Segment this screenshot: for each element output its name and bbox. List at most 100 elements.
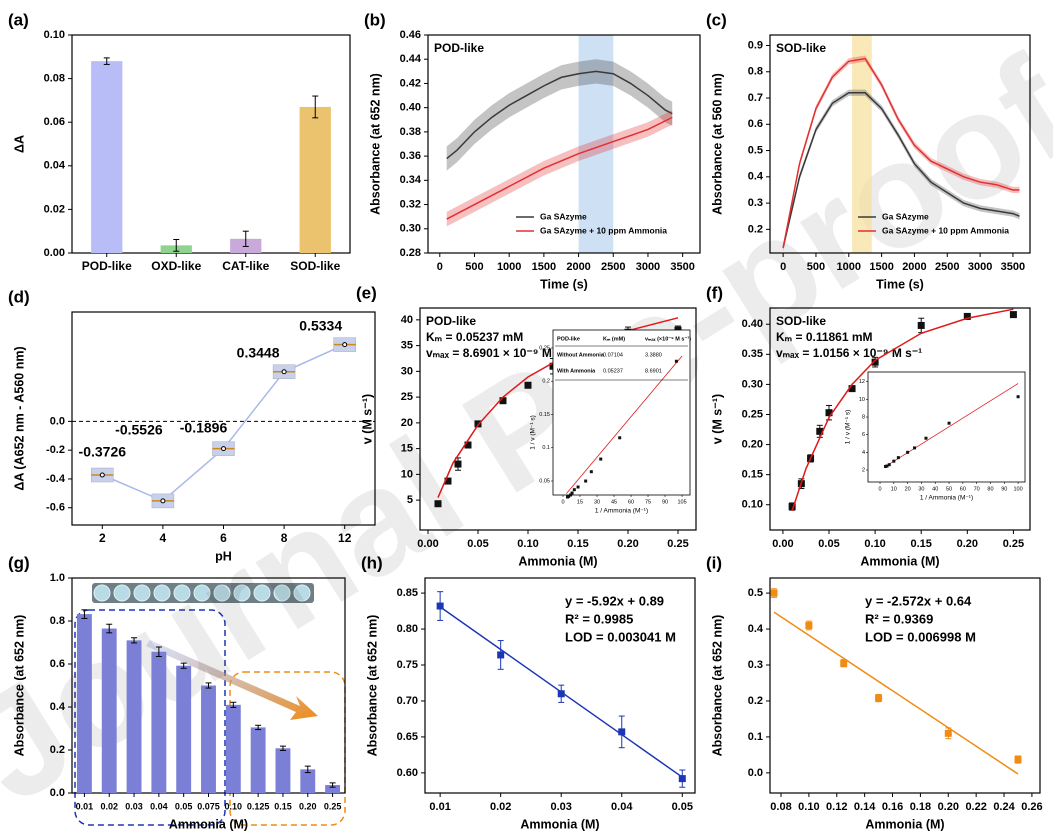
x-tick-label: 0.18 xyxy=(910,801,931,813)
x-tick-label: 0.01 xyxy=(76,801,94,811)
y-tick-label: 0.8 xyxy=(50,615,65,627)
data-point xyxy=(436,602,444,610)
x-tick-label: 0.10 xyxy=(798,801,819,813)
inset-y-tick-label: 8 xyxy=(862,414,865,420)
data-point xyxy=(99,472,105,478)
annotation: Kₘ = 0.11861 mM xyxy=(776,330,873,344)
inset-x-tick-label: 30 xyxy=(918,486,924,492)
panel: 0.2 0.3 0.4 0.5 0.6 0.7 0.8 0.9 0 500 1000 1500 2000… xyxy=(706,10,1031,291)
x-tick-label: 0.00 xyxy=(772,538,793,550)
x-axis-label: Ammonia (M) xyxy=(860,554,939,568)
y-tick-label: 0.0 xyxy=(748,767,763,779)
data-label: -0.1896 xyxy=(180,419,228,435)
x-tick-label: 0.12 xyxy=(826,801,847,813)
y-tick-label: 0.4 xyxy=(748,171,764,183)
y-tick-label: 0.80 xyxy=(397,623,418,635)
inset-x-tick-label: 40 xyxy=(932,486,938,492)
annotation: vₘₐₓ = 8.6901 × 10⁻⁹ M s⁻¹ xyxy=(426,346,572,360)
y-tick-label: 0.7 xyxy=(748,92,763,104)
inset-point xyxy=(674,359,678,363)
y-axis-label: Absorbance (at 652 nm) xyxy=(710,615,724,757)
x-tick-label: 1000 xyxy=(837,261,861,273)
y-axis-label: v (M s⁻¹) xyxy=(710,394,724,444)
table-header: Kₘ (mM) xyxy=(603,336,625,342)
y-tick-label: 0.32 xyxy=(400,198,421,210)
y-tick-label: 5 xyxy=(407,494,413,506)
y-axis-label: Absorbance (at 652 nm) xyxy=(12,615,26,757)
data-point xyxy=(464,441,472,449)
inset-frame xyxy=(867,371,1026,483)
x-tick-label: 0.15 xyxy=(910,538,931,550)
x-tick-label: 0.16 xyxy=(882,801,903,813)
y-tick-label: 0.40 xyxy=(742,318,763,330)
x-tick-label: 4 xyxy=(160,531,167,545)
x-tick-label: 0.075 xyxy=(197,801,220,811)
panel-label: (f) xyxy=(706,283,723,302)
x-tick-label: 2000 xyxy=(566,261,590,273)
data-point xyxy=(788,503,796,511)
inset-point xyxy=(906,450,910,454)
inset-point xyxy=(576,485,580,489)
inset-x-tick-label: 105 xyxy=(677,499,686,505)
inset-y-tick-label: 10 xyxy=(859,397,865,403)
bar xyxy=(275,748,291,793)
bar xyxy=(91,61,123,253)
data-point xyxy=(944,729,952,737)
data-point xyxy=(840,659,848,667)
bar xyxy=(126,640,142,793)
inset-x-tick-label: 0 xyxy=(878,486,881,492)
x-tick-label: 0.25 xyxy=(1003,538,1024,550)
y-tick-label: 40 xyxy=(401,314,413,326)
y-tick-label: 0.36 xyxy=(400,150,421,162)
plot-frame xyxy=(419,307,697,531)
bar xyxy=(325,785,341,793)
x-tick-label: 0.125 xyxy=(247,801,270,811)
x-tick-label: 0.14 xyxy=(854,801,876,813)
y-tick-label: 0.34 xyxy=(400,174,422,186)
x-tick-label: 0.10 xyxy=(864,538,885,550)
panel-title: POD-like xyxy=(426,314,476,328)
data-label: -0.3726 xyxy=(79,444,127,460)
y-tick-label: 0.35 xyxy=(742,348,763,360)
x-tick-label: 0.05 xyxy=(175,801,193,811)
panel-label: (d) xyxy=(8,287,30,306)
y-tick-label: 15 xyxy=(401,443,413,455)
y-tick-label: 0.46 xyxy=(400,29,421,41)
inset-x-tick-label: 100 xyxy=(1014,486,1023,492)
bar xyxy=(300,769,316,793)
panel-label: (b) xyxy=(364,10,386,29)
highlight-band xyxy=(852,35,872,253)
data-point xyxy=(557,690,565,698)
plot-frame xyxy=(424,577,696,794)
inset-point xyxy=(1016,395,1020,399)
x-axis-label: Ammonia (M) xyxy=(169,817,248,831)
x-tick-label: 0.15 xyxy=(274,801,292,811)
inset-x-tick-label: 75 xyxy=(645,499,651,505)
fit-line xyxy=(439,606,683,778)
x-axis-label: Ammonia (M) xyxy=(865,817,944,831)
inset-point xyxy=(599,457,603,461)
inset-x-tick-label: 60 xyxy=(960,486,966,492)
panel-label: (c) xyxy=(706,10,727,29)
inset-y-tick-label: 6 xyxy=(862,432,865,438)
x-tick-label: 3500 xyxy=(670,261,694,273)
x-tick-label: 0.05 xyxy=(818,538,839,550)
legend-label: Ga SAzyme + 10 ppm Ammonia xyxy=(540,225,667,235)
annotation: R² = 0.9369 xyxy=(865,611,933,626)
table-cell: Without Ammonia xyxy=(557,352,605,358)
x-tick-label: 0.00 xyxy=(417,538,438,550)
x-tick-label: 8 xyxy=(281,531,288,545)
y-tick-label: 0.04 xyxy=(44,160,66,172)
band xyxy=(446,59,673,171)
y-tick-label: 0.60 xyxy=(397,767,418,779)
legend-label: Ga SAzyme xyxy=(540,211,587,221)
x-tick-label: CAT-like xyxy=(222,259,269,273)
fit-line xyxy=(773,611,1019,775)
x-tick-label: 2000 xyxy=(902,261,926,273)
panel-label: (a) xyxy=(8,10,29,29)
data-point xyxy=(816,427,824,435)
x-tick-label: SOD-like xyxy=(290,259,340,273)
x-axis-label: Time (s) xyxy=(876,277,924,291)
